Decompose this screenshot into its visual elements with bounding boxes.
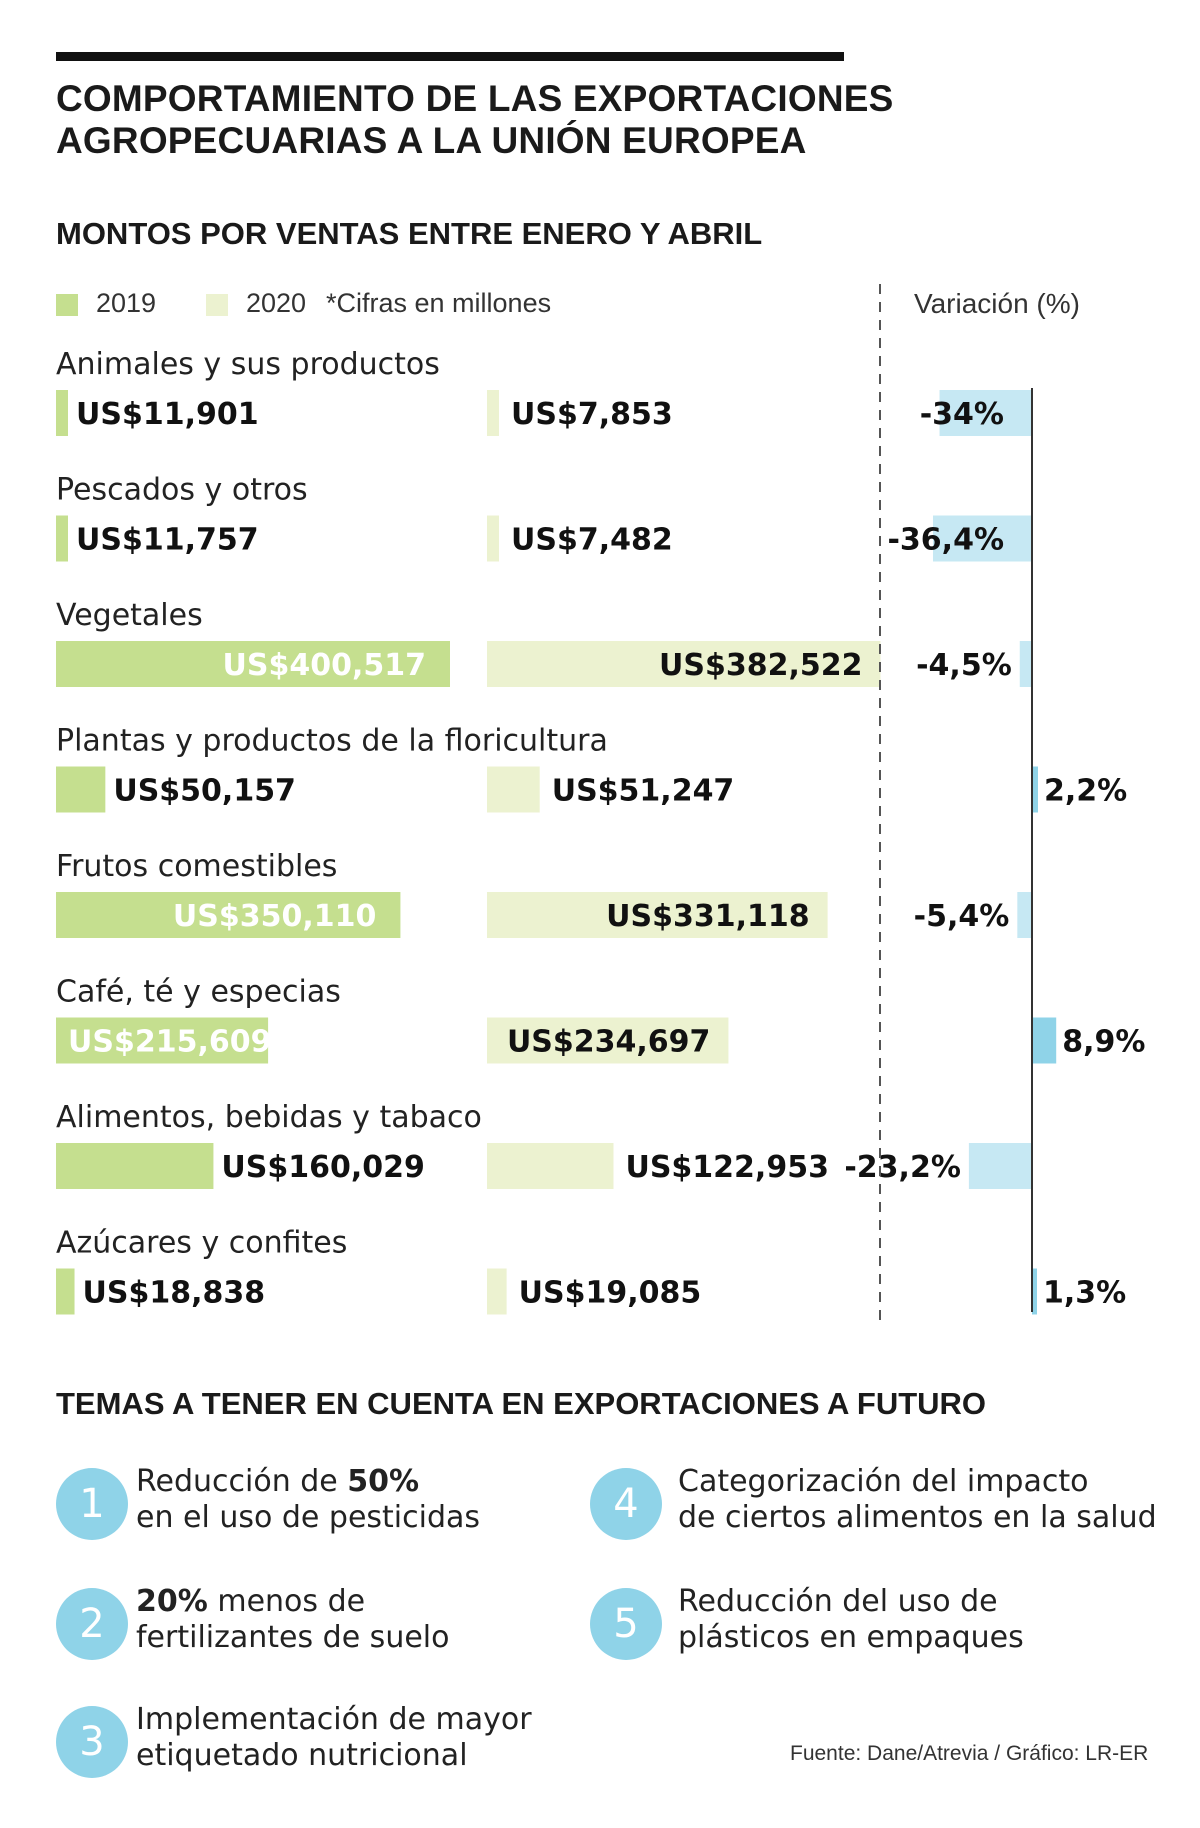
variation-title: Variación (%) [914,288,1080,319]
variation-label: 2,2% [1044,774,1127,809]
chart-title: COMPORTAMIENTO DE LAS EXPORTACIONES AGRO… [56,78,956,162]
category-label: Café, té y especias [56,975,341,1010]
bar-2020 [487,1143,614,1189]
topic-text: Implementación de mayor etiquetado nutric… [136,1702,532,1774]
variation-bar [939,390,1032,436]
value-label-2019: US$160,029 [221,1150,424,1185]
value-label-2019: US$11,901 [76,397,259,432]
category-label: Vegetales [56,598,203,633]
bar-2019 [56,1268,75,1315]
category-label: Pescados y otros [56,473,308,508]
value-label-2020: US$331,118 [606,899,809,934]
legend-note: *Cifras en millones [326,288,552,318]
value-label-2019: US$400,517 [223,648,426,683]
variation-bar [932,515,1032,562]
category-label: Plantas y productos de la floricultura [56,724,608,759]
top-rule [56,52,844,61]
value-label-2019: US$18,838 [83,1276,266,1311]
variation-bar [1032,1017,1057,1064]
title-line-1: COMPORTAMIENTO DE LAS EXPORTACIONES [56,78,894,119]
bar-2019 [56,1017,269,1064]
legend-label-2020: 2020 [246,288,307,318]
value-label-2020: US$382,522 [659,648,862,683]
variation-bar [1019,641,1032,687]
bar-chart: Animales y sus productos US$11,901 US$7,85… [56,284,1145,1326]
topic-number-circle: 2 [56,1588,128,1660]
topic-line-2: plásticos en empaques [678,1620,1024,1655]
topics-title: TEMAS A TENER EN CUENTA EN EXPORTACIONES… [56,1386,987,1421]
topic-text-part: Categorización del impacto [678,1464,1089,1499]
topic-line-2: de ciertos alimentos en la salud [678,1500,1157,1535]
topic-number-circle: 1 [56,1468,128,1540]
variation-label: -5,4% [914,899,1010,934]
bar-2019 [56,390,68,436]
value-label-2020: US$51,247 [552,774,735,809]
bar-2019 [56,766,106,813]
legend-swatch-2020 [206,294,228,316]
value-label-2019: US$350,110 [173,899,376,934]
topic-line-1: Categorización del impacto [678,1464,1157,1500]
value-label-2020: US$19,085 [519,1276,702,1311]
bar-2020 [487,390,499,436]
variation-label: -34% [920,397,1004,432]
variation-label: 1,3% [1043,1276,1126,1311]
topic-line-2: fertilizantes de suelo [136,1620,450,1655]
variation-bar [1017,892,1032,938]
variation-bar [1032,1268,1037,1315]
title-line-2: AGROPECUARIAS A LA UNIÓN EUROPEA [56,120,807,161]
variation-label: 8,9% [1062,1025,1145,1060]
bar-2019 [56,892,401,938]
value-label-2020: US$7,482 [511,523,673,558]
variation-label: -36,4% [887,523,1004,558]
value-label-2019: US$215,609 [68,1025,271,1060]
topic-text: 20% menos de fertilizantes de suelo [136,1584,449,1656]
topic-text-part: Reducción del uso de [678,1584,998,1619]
source-note: Fuente: Dane/Atrevia / Gráfico: LR-ER [790,1742,1149,1765]
topic-highlight: 20% [136,1584,208,1619]
bar-2019 [56,515,68,562]
value-label-2019: US$11,757 [76,523,259,558]
value-label-2019: US$50,157 [113,774,296,809]
bar-2020 [487,1017,729,1064]
topic-number-circle: 3 [56,1706,128,1778]
variation-label: -4,5% [916,648,1012,683]
topic-highlight: 50% [347,1464,420,1499]
topic-text: Reducción de 50% en el uso de pesticidas [136,1464,480,1536]
topic-line-2: en el uso de pesticidas [136,1500,481,1535]
topic-text-part: Implementación de mayor [136,1702,532,1737]
topic-line-1: Implementación de mayor [136,1702,532,1738]
value-label-2020: US$122,953 [625,1150,828,1185]
topic-line-1: Reducción del uso de [678,1584,1024,1620]
chart-rows: Animales y sus productos US$11,901 US$7,85… [56,347,1145,1315]
value-label-2020: US$234,697 [507,1025,710,1060]
category-label: Animales y sus productos [56,347,440,382]
legend-swatch-2019 [56,294,78,316]
variation-bar [1032,766,1038,813]
category-label: Frutos comestibles [56,849,337,884]
chart-subtitle: MONTOS POR VENTAS ENTRE ENERO Y ABRIL [56,216,763,251]
value-label-2020: US$7,853 [511,397,673,432]
topic-line-2: etiquetado nutricional [136,1738,468,1773]
topic-number-circle: 4 [590,1468,662,1540]
bar-2020 [487,1268,507,1315]
bar-2020 [487,766,540,813]
topic-number-circle: 5 [590,1588,662,1660]
bar-2019 [56,1143,214,1189]
variation-bar [968,1143,1032,1189]
variation-label: -23,2% [844,1150,961,1185]
topic-line-1: Reducción de 50% [136,1464,480,1500]
topic-text-part: Reducción de [136,1464,348,1499]
topic-text-part: menos de [207,1584,366,1619]
topic-text: Categorización del impacto de ciertos ali… [678,1464,1157,1536]
legend-label-2019: 2019 [96,288,157,318]
topic-line-1: 20% menos de [136,1584,449,1620]
bar-2020 [487,641,881,687]
category-label: Azúcares y confites [56,1226,347,1261]
bar-2020 [487,515,499,562]
bar-2020 [487,892,828,938]
topic-text: Reducción del uso de plásticos en empaque… [678,1584,1024,1656]
category-label: Alimentos, bebidas y tabaco [56,1100,482,1135]
bar-2019 [56,641,450,687]
